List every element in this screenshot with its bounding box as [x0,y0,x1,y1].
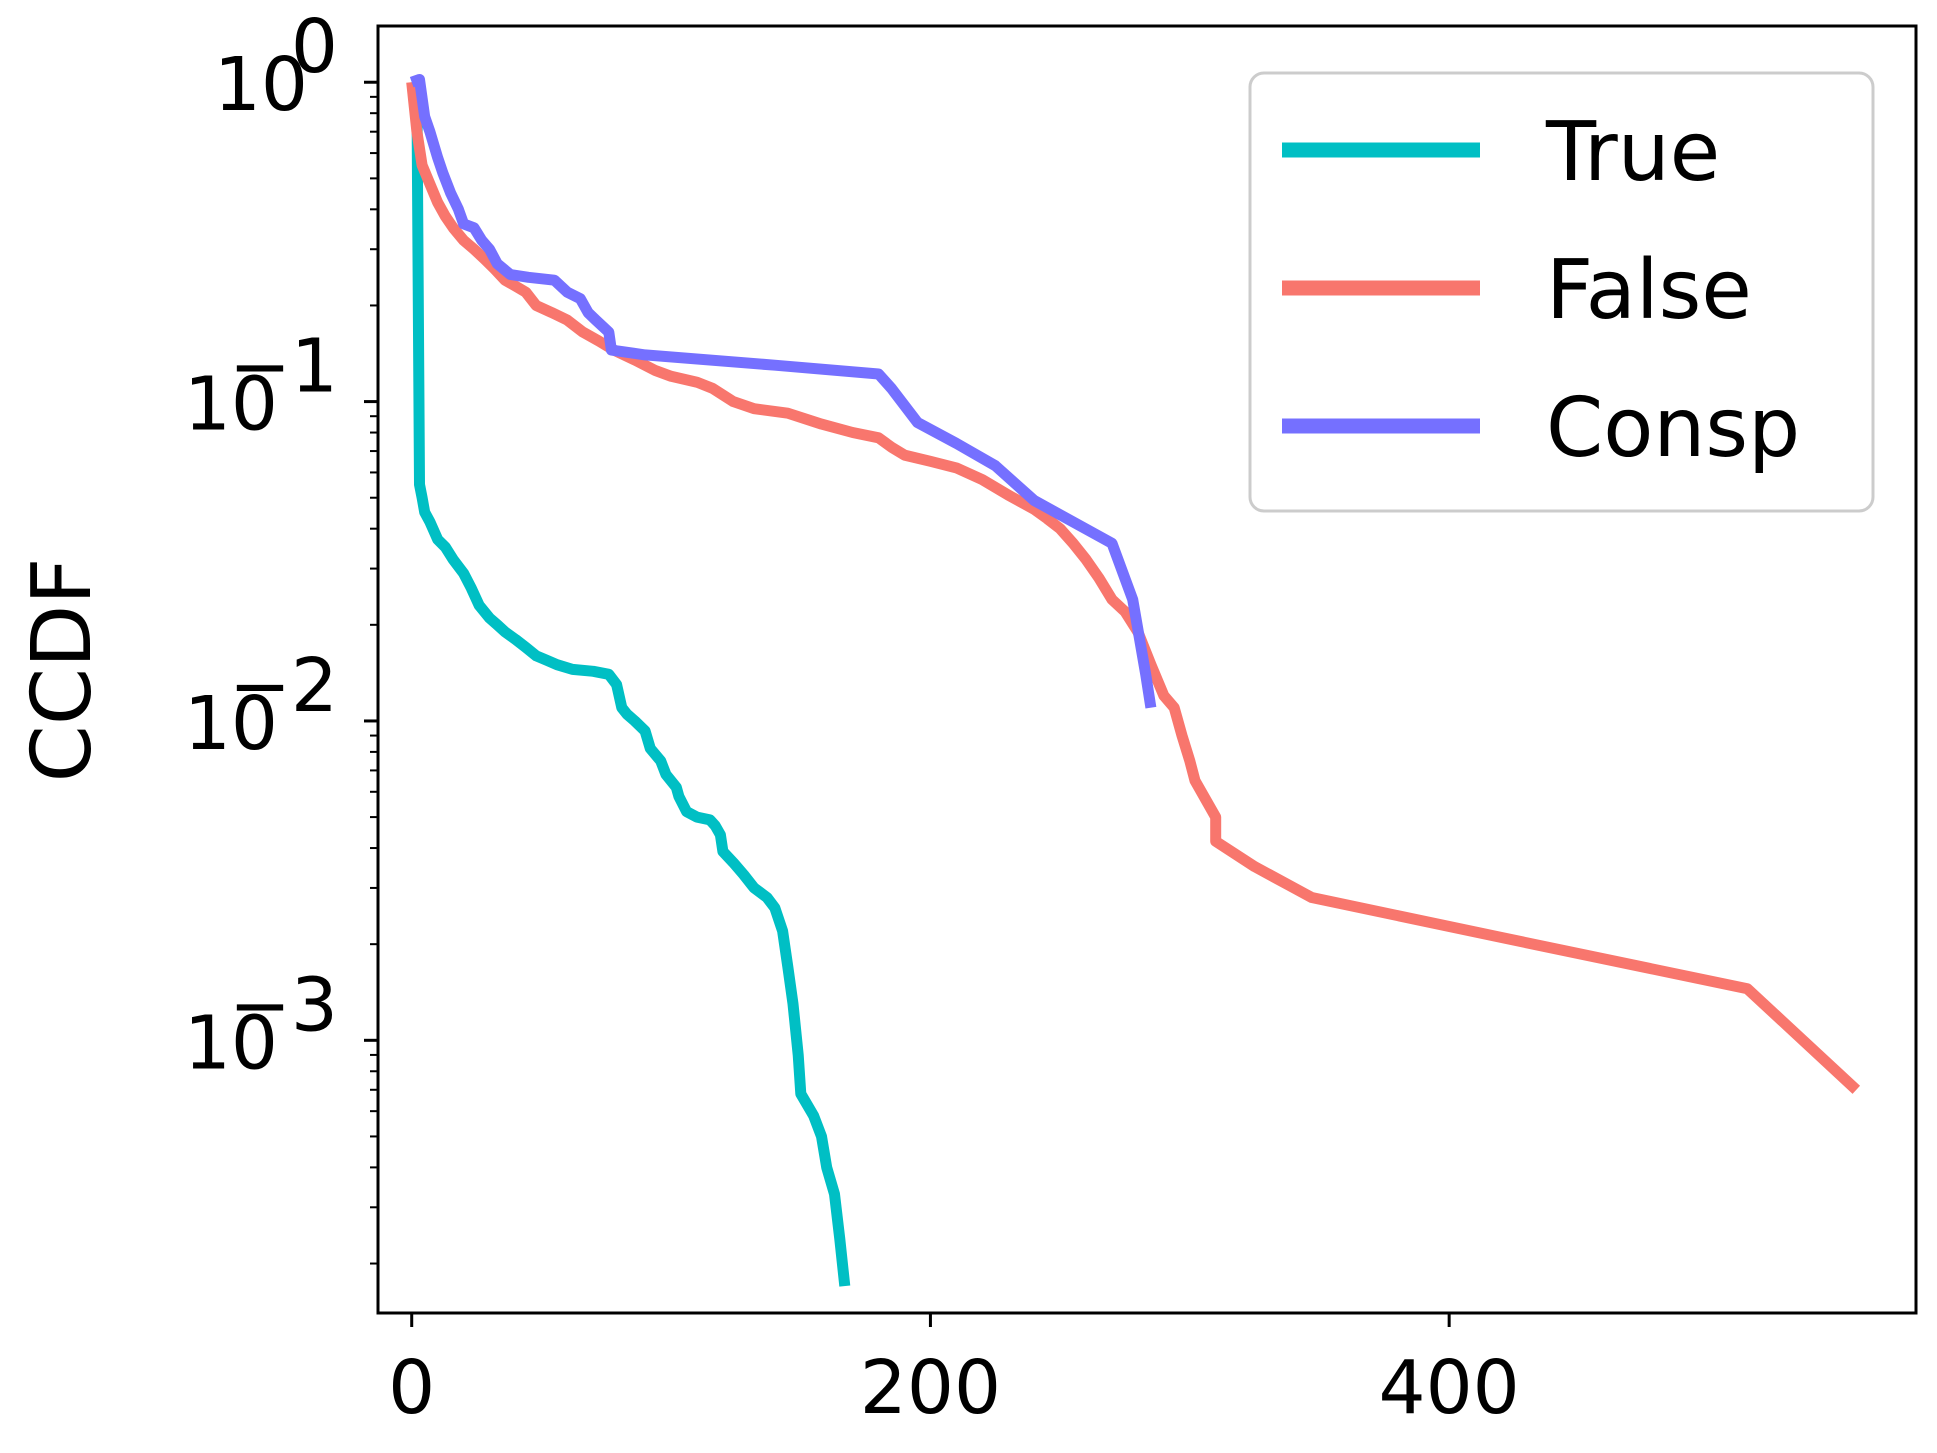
y-axis-label: CCDF [15,558,110,783]
y-tick-base: 10 [184,362,278,448]
series-lines [406,74,1861,1287]
y-tick-label: 100 [214,4,338,128]
series-line-false [406,81,1861,1094]
y-tick-exponent: −1 [229,324,338,410]
series-line-true [407,78,851,1287]
x-axis: 0 200 400 [388,1313,1520,1431]
y-tick-label: 10−2 [184,643,338,767]
y-tick-exponent: 0 [291,4,338,90]
plot-frame [376,24,1918,1315]
x-tick-label: 400 [1379,1345,1520,1431]
y-tick-base: 10 [214,42,308,128]
y-tick-base: 10 [184,1000,278,1086]
x-tick-label: 200 [860,1345,1001,1431]
y-tick-label: 10−3 [184,962,338,1086]
legend-label-consp: Consp [1546,381,1800,476]
x-tick-label: 0 [388,1345,435,1431]
series-line-consp [409,74,1157,709]
y-tick-label: 10−1 [184,324,338,448]
legend-frame [1248,71,1875,513]
legend-label-false: False [1546,243,1752,338]
legend-label-true: True [1545,105,1720,200]
y-tick-exponent: −3 [229,962,338,1048]
legend: True False Consp [1248,71,1875,513]
y-tick-exponent: −2 [229,643,338,729]
y-tick-base: 10 [184,681,278,767]
